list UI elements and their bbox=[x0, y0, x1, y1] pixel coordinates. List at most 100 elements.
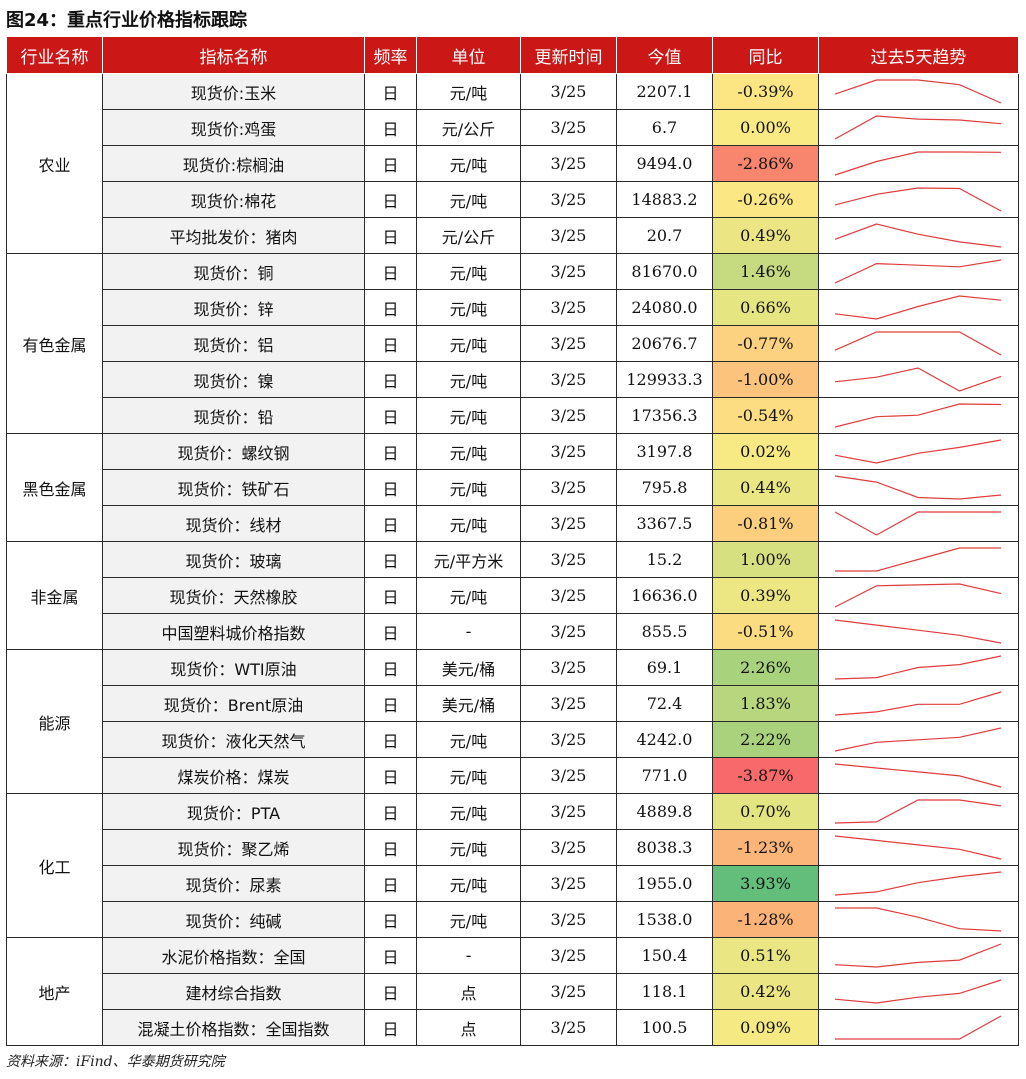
update-time-cell: 3/25 bbox=[520, 145, 617, 182]
trend-line bbox=[834, 727, 1002, 752]
trend-sparkline bbox=[834, 763, 1002, 788]
trend-sparkline bbox=[834, 691, 1002, 716]
indicator-name-cell: 现货价：镍 bbox=[102, 361, 365, 398]
trend-sparkline bbox=[834, 979, 1002, 1004]
trend-sparkline bbox=[834, 475, 1002, 500]
indicator-name-cell: 现货价：聚乙烯 bbox=[102, 829, 365, 866]
frequency-cell: 日 bbox=[364, 289, 417, 326]
indicator-name-cell: 现货价：铅 bbox=[102, 397, 365, 434]
table-row: 非金属 现货价：玻璃日元/平方米 3/25 15.2 1.00% bbox=[6, 541, 1019, 650]
update-time-cell: 3/25 bbox=[520, 793, 617, 830]
header-indicator: 指标名称 bbox=[102, 36, 365, 74]
unit-cell: 元/吨 bbox=[416, 73, 521, 110]
trend-line bbox=[834, 151, 1002, 176]
trend-sparkline bbox=[834, 187, 1002, 212]
current-value-cell: 24080.0 bbox=[616, 289, 713, 326]
trend-sparkline-cell bbox=[818, 73, 1019, 110]
trend-sparkline-cell bbox=[818, 793, 1019, 830]
trend-sparkline-cell bbox=[818, 937, 1019, 974]
trend-sparkline bbox=[834, 79, 1002, 104]
trend-line bbox=[834, 583, 1002, 608]
trend-sparkline-cell bbox=[818, 973, 1019, 1010]
trend-sparkline bbox=[834, 367, 1002, 392]
page-title: 图24：重点行业价格指标跟踪 bbox=[6, 10, 248, 31]
table-row: 现货价：纯碱日元/吨 3/25 1538.0 -1.28% bbox=[7, 901, 1019, 938]
yoy-cell: 1.46% bbox=[712, 253, 819, 290]
trend-sparkline bbox=[835, 907, 1002, 932]
unit-cell: 元/吨 bbox=[416, 433, 521, 470]
frequency-cell: 日 bbox=[364, 901, 417, 938]
trend-line bbox=[835, 1015, 1002, 1040]
table-row: 建材综合指数日点 3/25 118.1 0.42% bbox=[7, 973, 1019, 1010]
indicator-name-cell: 现货价：螺纹钢 bbox=[102, 433, 365, 470]
header-update-time: 更新时间 bbox=[520, 36, 617, 74]
header-row: 行业名称 指标名称 频率 单位 更新时间 今值 同比 过去5天趋势 bbox=[6, 36, 1019, 74]
current-value-cell: 3367.5 bbox=[616, 505, 713, 542]
table-row: 地产 水泥价格指数：全国日 -3/25 150.4 0.51% bbox=[6, 937, 1019, 1046]
trend-line bbox=[834, 691, 1002, 716]
trend-sparkline-cell bbox=[818, 289, 1019, 326]
yoy-cell: 2.26% bbox=[712, 649, 819, 686]
trend-line bbox=[834, 367, 1002, 392]
update-time-cell: 3/25 bbox=[520, 685, 617, 722]
trend-line bbox=[834, 223, 1002, 248]
table-row: 现货价:鸡蛋日元/公斤 3/25 6.7 0.00% bbox=[7, 109, 1019, 146]
current-value-cell: 100.5 bbox=[616, 1009, 713, 1046]
update-time-cell: 3/25 bbox=[520, 721, 617, 758]
trend-line bbox=[834, 619, 1002, 644]
table-row: 现货价：线材日元/吨 3/25 3367.5 -0.81% bbox=[7, 505, 1019, 542]
table-row: 平均批发价：猪肉日元/公斤 3/25 20.7 0.49% bbox=[7, 217, 1019, 254]
trend-sparkline-cell bbox=[818, 145, 1019, 182]
indicator-name-cell: 煤炭价格：煤炭 bbox=[102, 757, 365, 794]
current-value-cell: 118.1 bbox=[616, 973, 713, 1010]
trend-sparkline-cell bbox=[818, 397, 1019, 434]
table-row: 煤炭价格：煤炭日元/吨 3/25 771.0 -3.87% bbox=[7, 757, 1019, 794]
yoy-cell: 2.22% bbox=[712, 721, 819, 758]
current-value-cell: 4889.8 bbox=[616, 793, 713, 830]
frequency-cell: 日 bbox=[364, 145, 417, 182]
current-value-cell: 81670.0 bbox=[616, 253, 713, 290]
table-row: 化工 现货价：PTA 日元/吨 3/25 4889.8 0.70% bbox=[6, 793, 1019, 938]
trend-sparkline-cell bbox=[818, 577, 1019, 614]
table-row: 现货价：聚乙烯日元/吨 3/25 8038.3 -1.23% bbox=[7, 829, 1019, 866]
source-note: 资料来源：iFind、华泰期货研究院 bbox=[6, 1054, 225, 1070]
unit-cell: 元/吨 bbox=[416, 181, 521, 218]
yoy-cell: 0.44% bbox=[712, 469, 819, 506]
unit-cell: 点 bbox=[416, 973, 521, 1010]
frequency-cell: 日 bbox=[364, 757, 417, 794]
unit-cell: 元/吨 bbox=[416, 577, 521, 614]
unit-cell: 元/吨 bbox=[416, 901, 521, 938]
current-value-cell: 129933.3 bbox=[616, 361, 713, 398]
trend-line bbox=[834, 115, 1002, 140]
trend-sparkline-cell bbox=[818, 721, 1019, 758]
table-row: 现货价：天然橡胶日元/吨 3/25 16636.0 0.39% bbox=[7, 577, 1019, 614]
update-time-cell: 3/25 bbox=[520, 901, 617, 938]
yoy-cell: -0.39% bbox=[712, 73, 819, 110]
indicator-name-cell: 现货价：锌 bbox=[102, 289, 365, 326]
update-time-cell: 3/25 bbox=[520, 505, 617, 542]
current-value-cell: 2207.1 bbox=[616, 73, 713, 110]
indicator-name-cell: 现货价：铁矿石 bbox=[102, 469, 365, 506]
trend-sparkline-cell bbox=[818, 181, 1019, 218]
unit-cell: 元/吨 bbox=[416, 757, 521, 794]
current-value-cell: 1955.0 bbox=[616, 865, 713, 902]
yoy-cell: 0.39% bbox=[712, 577, 819, 614]
update-time-cell: 3/25 bbox=[520, 73, 617, 110]
update-time-cell: 3/25 bbox=[520, 937, 617, 974]
indicator-name-cell: 现货价:玉米 bbox=[102, 73, 365, 110]
yoy-cell: 0.49% bbox=[712, 217, 819, 254]
frequency-cell: 日 bbox=[364, 865, 417, 902]
table-row: 现货价：镍日元/吨 3/25 129933.3 -1.00% bbox=[7, 361, 1019, 398]
update-time-cell: 3/25 bbox=[520, 829, 617, 866]
table-row: 能源 现货价：WTI原油日美元/桶 3/25 69.1 2.26% bbox=[6, 649, 1019, 794]
frequency-cell: 日 bbox=[364, 829, 417, 866]
frequency-cell: 日 bbox=[364, 253, 417, 290]
trend-line bbox=[834, 655, 1002, 680]
current-value-cell: 20.7 bbox=[616, 217, 713, 254]
trend-sparkline-cell bbox=[818, 649, 1019, 686]
indicator-name-cell: 中国塑料城价格指数 bbox=[102, 613, 365, 650]
unit-cell: 元/公斤 bbox=[416, 109, 521, 146]
unit-cell: 元/吨 bbox=[416, 865, 521, 902]
indicator-name-cell: 现货价：玻璃 bbox=[102, 541, 365, 578]
trend-sparkline bbox=[834, 799, 1002, 824]
